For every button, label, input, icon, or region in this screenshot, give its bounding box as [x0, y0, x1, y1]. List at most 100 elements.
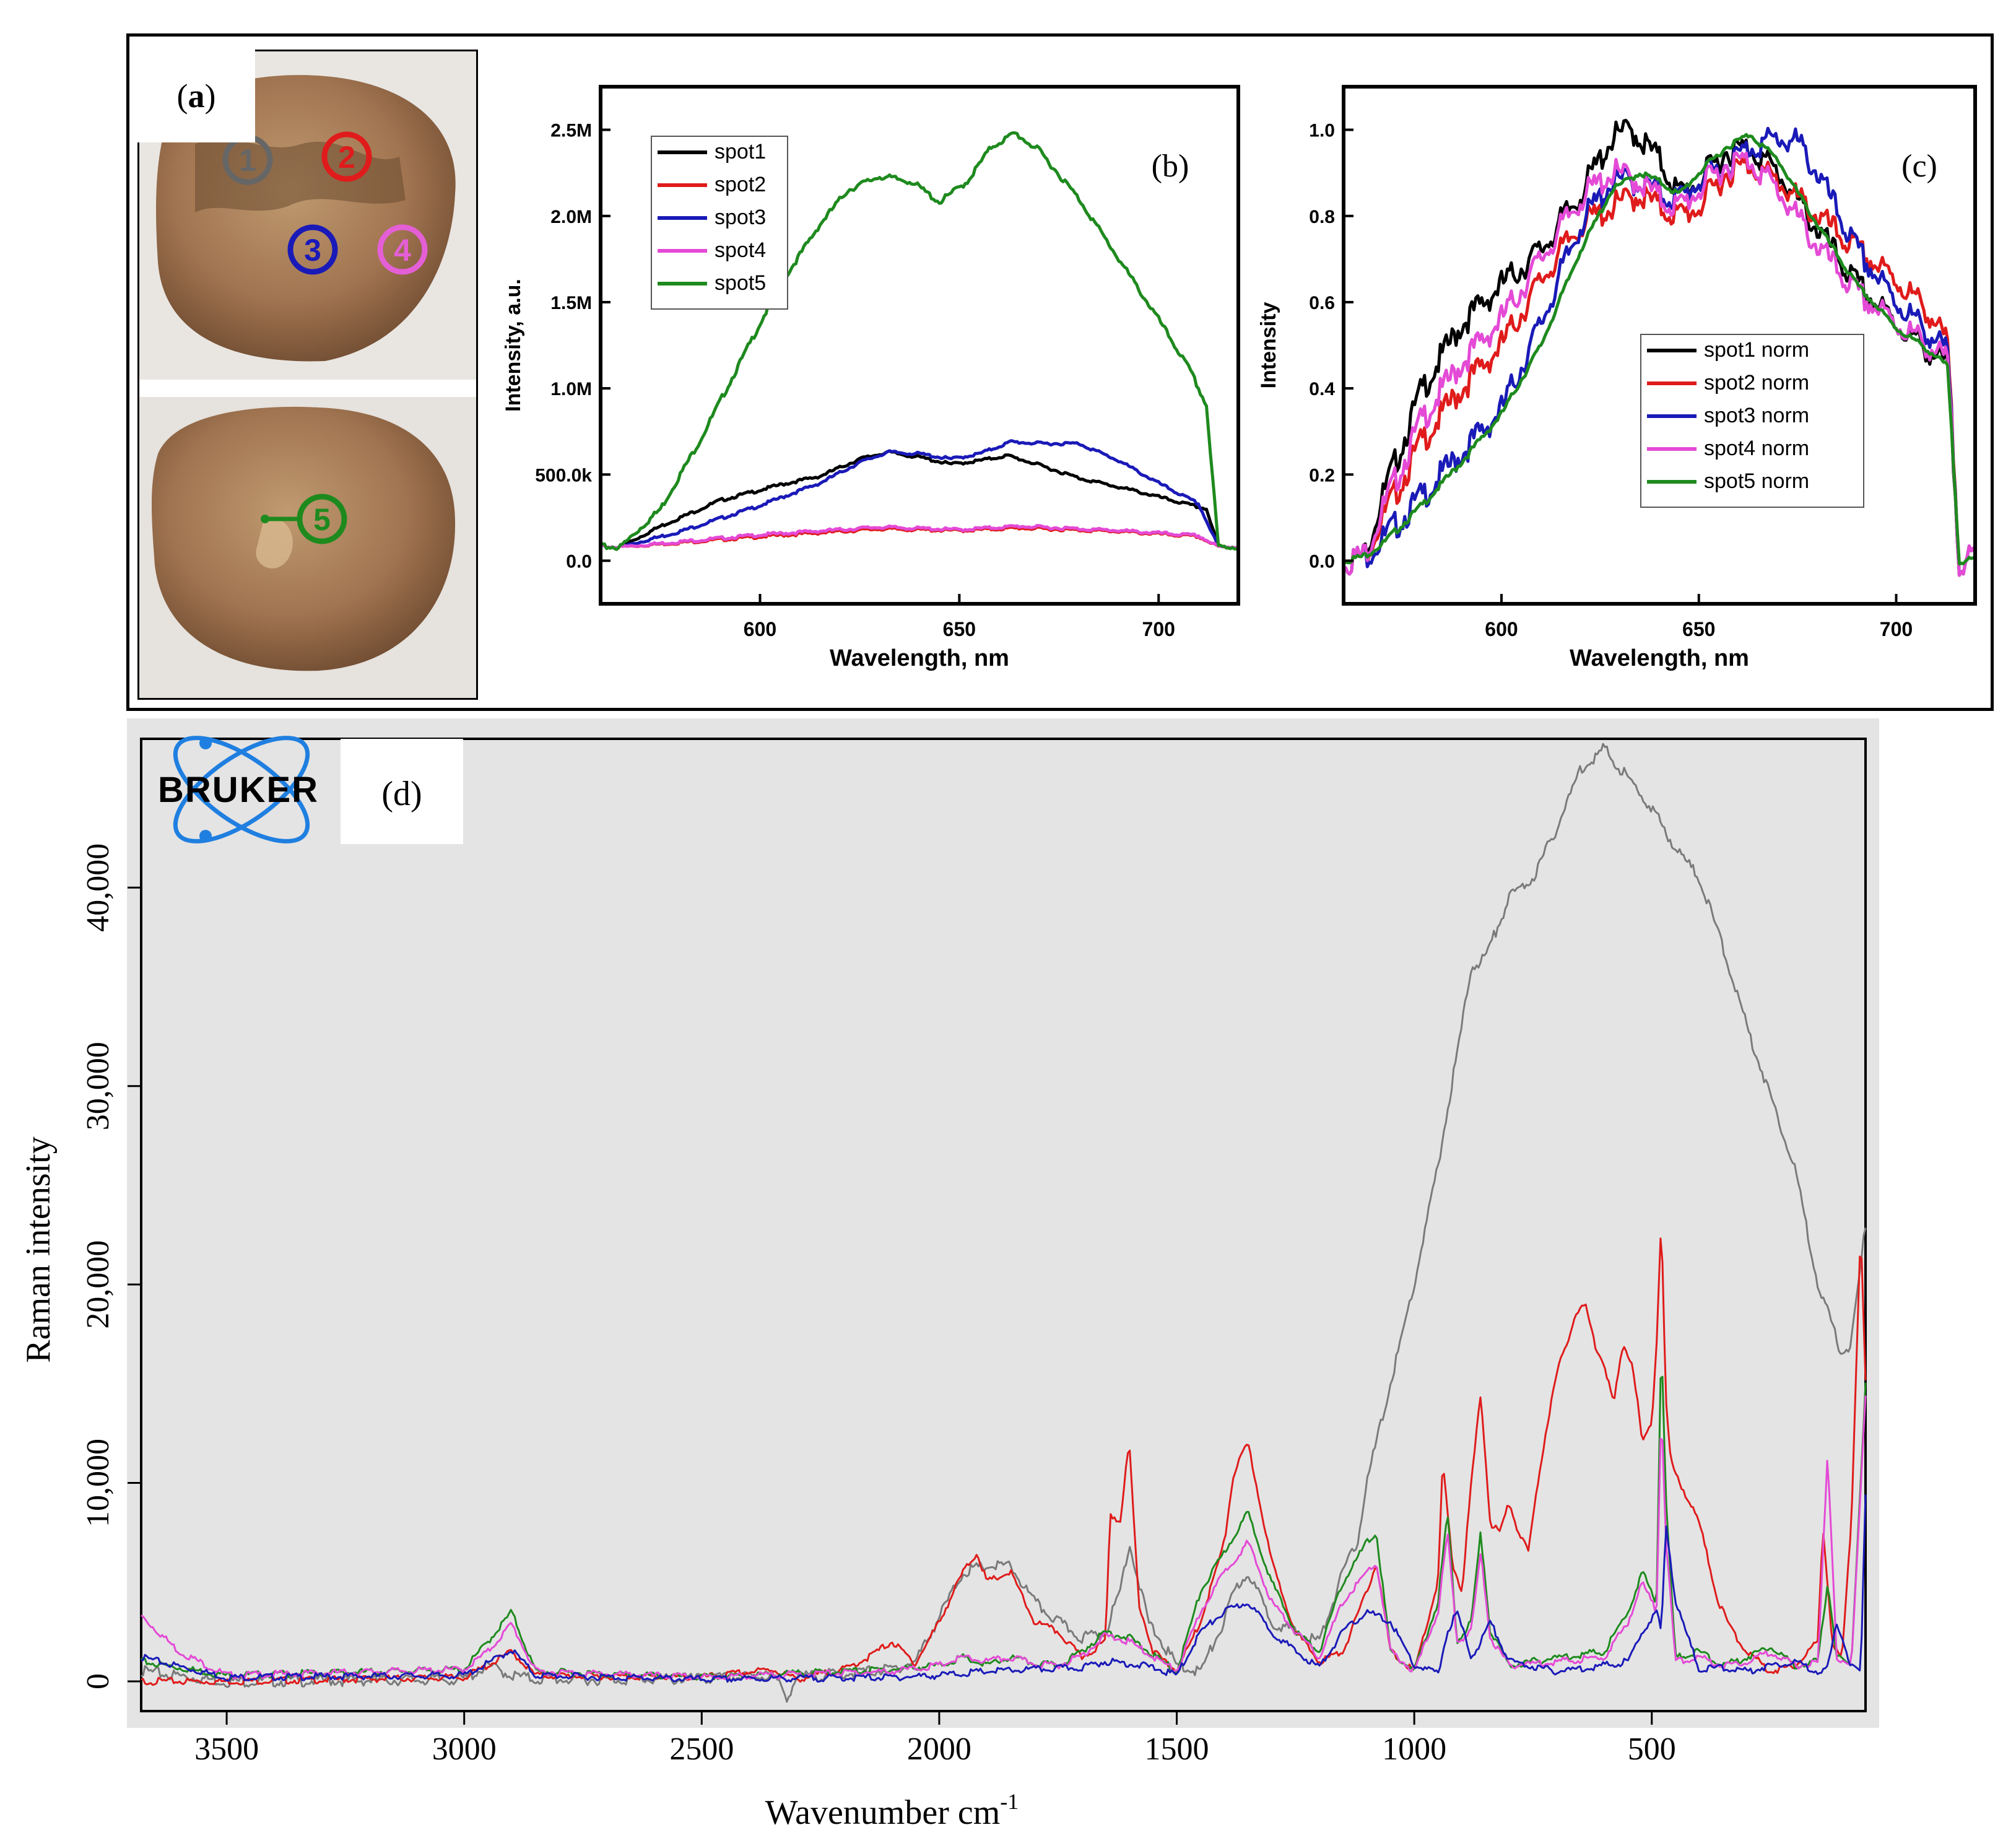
- panel-a-label: (a): [137, 50, 255, 142]
- x-tick-label: 700: [1142, 618, 1175, 640]
- series-blue: [141, 1494, 1867, 1683]
- y-tick-label: 10,000: [80, 1439, 116, 1527]
- y-tick-label: 20,000: [80, 1240, 116, 1329]
- top-figure-frame: [126, 33, 1994, 711]
- panel-tag: (c): [1901, 149, 1937, 184]
- panel-a-close: ): [204, 77, 216, 115]
- x-tick-label: 3000: [432, 1732, 497, 1767]
- spot-pointer-dot: [261, 515, 269, 523]
- legend-label: spot3 norm: [1704, 404, 1809, 427]
- spot-number: 5: [313, 502, 331, 537]
- y-tick-label: 0: [80, 1673, 116, 1689]
- bruker-logo: BRUKER: [158, 736, 319, 843]
- x-axis-label: Wavelength, nm: [830, 645, 1009, 671]
- spot-circle: [377, 224, 428, 275]
- x-tick-label: 2500: [669, 1732, 734, 1767]
- logo-text: BRUKER: [158, 770, 319, 810]
- legend-label: spot1 norm: [1704, 338, 1809, 362]
- legend-label: spot2 norm: [1704, 371, 1809, 394]
- x-tick-label: 500: [1628, 1732, 1676, 1767]
- y-tick-label: 0.2: [1309, 465, 1335, 486]
- potato-photos-panel: 1 2 3 4 5: [137, 50, 478, 700]
- x-tick-label: 600: [744, 618, 776, 640]
- legend-label: spot2: [715, 173, 766, 196]
- y-tick-label: 40,000: [80, 843, 116, 932]
- series-spot1: [600, 449, 1239, 550]
- y-tick-label: 0.4: [1309, 379, 1335, 399]
- logo-dot: [199, 737, 212, 749]
- spot-marker-2: 2: [321, 131, 372, 182]
- x-tick-label: 600: [1485, 618, 1518, 640]
- x-tick-label: 700: [1880, 618, 1913, 640]
- panel-tag: (d): [381, 775, 422, 813]
- legend-box: [651, 136, 788, 310]
- chart-d: 3500 3000 2500 2000 1500 1000 500 0 10,000 20,000…: [19, 718, 1879, 1830]
- series-red: [141, 1237, 1867, 1686]
- x-tick-label: 2000: [907, 1732, 971, 1767]
- y-tick-label: 0.0: [1309, 551, 1335, 572]
- y-tick-label: 2.5M: [550, 121, 592, 141]
- spot-number: 3: [304, 233, 321, 268]
- y-tick-label: 1.5M: [550, 293, 592, 313]
- series-magenta: [141, 1395, 1867, 1681]
- y-tick-label: 0.6: [1309, 293, 1335, 313]
- legend-box: [1640, 334, 1864, 508]
- y-axis-label: Intensity, a.u.: [502, 279, 525, 412]
- y-tick-label: 1.0: [1309, 121, 1335, 141]
- potato-bottom-image: [152, 406, 456, 671]
- logo-orbit: [173, 736, 310, 843]
- plot-frame: [1342, 85, 1977, 606]
- chart-b: 600 650 700 0.0 500.0k 1.0M 1.5M 2.0M 2.5M Wavele…: [502, 85, 1240, 671]
- x-axis-label: Wavelength, nm: [1570, 645, 1749, 671]
- potato-bottom-spot: [256, 519, 293, 569]
- legend-label: spot5: [715, 271, 766, 295]
- legend: spot1 norm spot2 norm spot3 norm spot4 norm…: [1640, 334, 1864, 508]
- series-green: [141, 1375, 1867, 1681]
- panel-tag-bg: [341, 739, 463, 844]
- x-axis-label-sup: -1: [1000, 1789, 1019, 1814]
- x-tick-label: 1500: [1145, 1732, 1209, 1767]
- logo-dot: [199, 830, 212, 842]
- series-spot4-norm: [1342, 151, 1977, 577]
- potato-top-scab: [195, 138, 406, 212]
- legend-label: spot4: [715, 238, 766, 262]
- spot-marker-4: 4: [377, 224, 428, 275]
- series-spot2: [600, 525, 1239, 550]
- series-spot4: [600, 524, 1239, 550]
- legend-label: spot4 norm: [1704, 437, 1809, 460]
- panel-a-letter: a: [188, 77, 205, 115]
- y-axis-label: Raman intensity: [19, 1136, 58, 1363]
- spot-number: 4: [394, 233, 411, 268]
- x-tick-label: 650: [943, 618, 976, 640]
- panel-a-open: (: [176, 77, 188, 115]
- legend-label: spot1: [715, 140, 766, 163]
- y-tick-label: 500.0k: [535, 465, 592, 486]
- y-tick-label: 1.0M: [550, 379, 592, 399]
- y-tick-label: 0.8: [1309, 207, 1335, 227]
- x-axis-label: Wavenumber cm-1: [765, 1789, 1019, 1830]
- series-spot5-norm: [1342, 133, 1976, 566]
- spot-marker-5: 5: [261, 494, 347, 544]
- x-tick-label: 3500: [194, 1732, 259, 1767]
- y-tick-label: 2.0M: [550, 207, 592, 227]
- plot-frame: [140, 738, 1867, 1712]
- spot-marker-3: 3: [287, 224, 338, 275]
- spot-circle: [287, 224, 338, 275]
- spot-number: 1: [239, 143, 256, 178]
- logo-orbit: [173, 736, 310, 843]
- legend-label: spot3: [715, 206, 766, 229]
- spot-circle: [321, 131, 372, 182]
- panel-tag: (b): [1152, 149, 1189, 184]
- legend-label: spot5 norm: [1704, 469, 1809, 493]
- chart-c: 600 650 700 0.0 0.2 0.4 0.6 0.8 1.0 Wavelength, n…: [1257, 85, 1977, 671]
- potato-photos: 1 2 3 4 5: [139, 51, 476, 698]
- plot-frame: [599, 85, 1240, 606]
- spot-number: 2: [338, 140, 355, 175]
- series-spot5: [599, 131, 1239, 551]
- x-tick-label: 650: [1682, 618, 1715, 640]
- y-axis-label: Intensity: [1257, 302, 1280, 389]
- x-tick-label: 1000: [1382, 1732, 1446, 1767]
- y-tick-label: 0.0: [566, 551, 592, 572]
- series-spot3: [600, 439, 1239, 550]
- legend: spot1 spot2 spot3 spot4 spot5: [651, 136, 788, 310]
